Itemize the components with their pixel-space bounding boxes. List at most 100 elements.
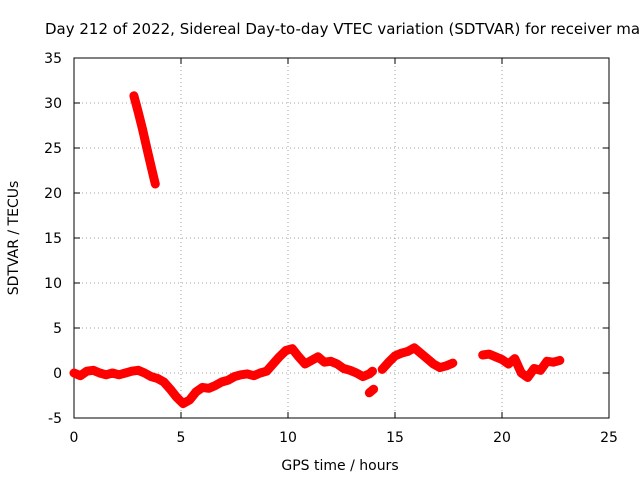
data-point: [243, 369, 252, 378]
data-point: [391, 351, 399, 360]
data-point: [294, 352, 303, 361]
y-tick-label: 20: [44, 186, 62, 202]
x-axis-label: GPS time / hours: [281, 458, 398, 474]
data-point: [523, 373, 532, 382]
data-point: [134, 108, 143, 116]
data-point: [326, 357, 335, 366]
y-tick-label: 30: [44, 96, 62, 112]
data-point: [230, 372, 239, 381]
axis-ticks: 0 5 10 15 20 25 -5 0 5 10 15 20 25 30 35: [44, 51, 618, 446]
data-point: [369, 385, 378, 394]
data-point: [397, 349, 406, 358]
data-point: [159, 378, 168, 386]
data-point: [217, 378, 226, 386]
y-axis-label: SDTVAR / TECUs: [6, 181, 22, 296]
x-tick-label: 15: [386, 430, 404, 446]
data-point: [517, 369, 526, 377]
x-tick-label: 20: [493, 430, 511, 446]
data-point: [504, 360, 513, 368]
data-point: [166, 385, 175, 394]
y-tick-label: 0: [53, 366, 62, 382]
data-point: [333, 360, 342, 368]
data-point: [339, 364, 348, 373]
data-point: [256, 369, 265, 377]
data-point: [442, 361, 451, 370]
data-point: [262, 367, 271, 376]
data-point: [269, 360, 278, 368]
data-point: [185, 396, 194, 404]
x-tick-label: 25: [600, 430, 618, 446]
data-point: [288, 344, 297, 353]
data-point: [555, 356, 564, 365]
data-point: [346, 366, 355, 375]
data-point: [485, 350, 494, 359]
data-point: [478, 351, 487, 359]
data-point: [138, 125, 147, 134]
data-point: [275, 352, 284, 361]
y-tick-label: 35: [44, 51, 62, 67]
data-point: [108, 369, 117, 377]
data-point: [281, 346, 290, 355]
data-point: [301, 360, 310, 368]
data-point: [211, 381, 220, 390]
data-point: [172, 393, 181, 402]
data-point: [129, 91, 138, 100]
data-point: [224, 376, 233, 385]
data-points: [69, 91, 565, 409]
data-point: [89, 366, 98, 375]
data-point: [140, 369, 149, 377]
data-point: [236, 370, 245, 379]
data-point: [313, 352, 322, 361]
data-point: [249, 371, 258, 380]
data-point: [191, 387, 200, 396]
data-point: [491, 352, 500, 361]
data-point: [435, 363, 444, 372]
data-point: [448, 359, 457, 368]
data-point: [114, 370, 123, 379]
data-point: [416, 349, 425, 358]
data-point: [378, 365, 387, 374]
y-tick-label: 25: [44, 141, 62, 157]
chart-title: Day 212 of 2022, Sidereal Day-to-day VTE…: [45, 20, 640, 38]
data-point: [204, 384, 213, 393]
data-point: [151, 180, 160, 188]
data-point: [510, 354, 519, 363]
data-point: [102, 370, 111, 379]
data-point: [307, 356, 316, 365]
data-point: [320, 358, 329, 367]
data-point: [368, 367, 377, 376]
data-point: [142, 144, 151, 152]
y-tick-label: 15: [44, 231, 62, 247]
data-point: [498, 355, 506, 364]
data-point: [365, 388, 374, 397]
data-point: [121, 369, 130, 377]
data-point: [147, 372, 156, 381]
data-point: [429, 360, 438, 368]
data-point: [536, 366, 545, 375]
data-point: [384, 358, 393, 367]
x-tick-label: 5: [177, 430, 186, 446]
x-tick-label: 10: [279, 430, 297, 446]
data-point: [153, 374, 162, 383]
data-point: [127, 367, 136, 376]
data-point: [179, 399, 188, 408]
data-point: [530, 364, 539, 373]
data-point: [403, 347, 412, 356]
data-point: [352, 369, 361, 377]
y-tick-label: 5: [53, 321, 62, 337]
data-point: [134, 366, 143, 375]
data-point: [70, 369, 78, 377]
data-point: [549, 358, 558, 367]
data-point: [76, 371, 85, 380]
data-point: [410, 343, 419, 352]
data-point: [542, 357, 551, 366]
data-point: [82, 367, 91, 376]
data-point: [147, 162, 156, 170]
data-point: [198, 383, 207, 392]
y-tick-label: 10: [44, 276, 62, 292]
data-point: [358, 372, 367, 381]
y-tick-label: -5: [48, 411, 62, 427]
data-point: [423, 354, 432, 363]
